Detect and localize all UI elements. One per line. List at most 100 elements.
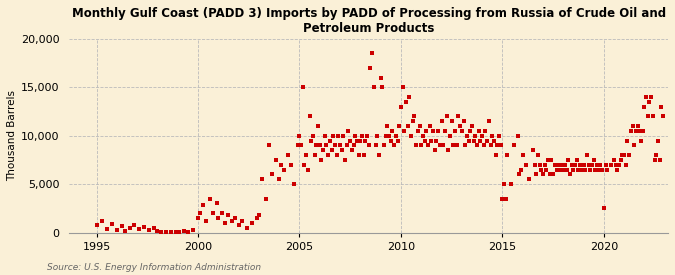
Point (340, 158, 350, 162)
Point (398, 85, 408, 89)
Point (600, 163, 611, 167)
Point (428, 129, 439, 133)
Point (383, 133, 394, 138)
Point (450, 129, 460, 133)
Point (544, 172, 555, 177)
Point (120, 229, 131, 233)
Point (644, 100, 655, 104)
Point (506, 182, 516, 186)
Point (566, 163, 577, 167)
Point (416, 143, 427, 148)
Point (117, 224, 128, 228)
Point (590, 167, 601, 172)
Point (446, 119, 457, 123)
Point (208, 211, 219, 215)
Point (328, 133, 339, 138)
Point (435, 143, 446, 148)
Point (188, 227, 198, 232)
Y-axis label: Thousand Barrels: Thousand Barrels (7, 90, 17, 181)
Point (636, 138, 647, 143)
Point (473, 129, 484, 133)
Point (429, 148, 440, 152)
Point (333, 133, 344, 138)
Point (390, 133, 401, 138)
Point (497, 196, 508, 201)
Point (641, 95, 651, 99)
Point (462, 133, 472, 138)
Point (414, 124, 425, 128)
Point (211, 201, 222, 206)
Point (256, 177, 267, 182)
Point (399, 129, 410, 133)
Point (219, 221, 230, 225)
Point (373, 153, 384, 157)
Point (299, 163, 310, 167)
Point (472, 143, 483, 148)
Point (138, 224, 149, 229)
Point (479, 143, 489, 148)
Point (482, 138, 493, 143)
Point (561, 167, 572, 172)
Point (468, 138, 479, 143)
Point (286, 163, 296, 167)
Point (622, 138, 633, 143)
Point (527, 148, 538, 152)
Point (346, 148, 357, 152)
Point (392, 138, 403, 143)
Point (315, 143, 325, 148)
Point (387, 129, 398, 133)
Point (230, 216, 240, 220)
Point (309, 153, 320, 157)
Point (275, 163, 286, 167)
Point (201, 219, 212, 223)
Point (316, 158, 327, 162)
Point (423, 143, 433, 148)
Point (534, 163, 545, 167)
Point (489, 138, 500, 143)
Point (581, 153, 592, 157)
Point (443, 148, 454, 152)
Point (301, 153, 312, 157)
Point (634, 129, 645, 133)
Point (161, 230, 171, 234)
Point (555, 167, 566, 172)
Point (377, 85, 388, 89)
Point (564, 172, 575, 177)
Point (223, 213, 234, 217)
Point (192, 216, 203, 220)
Point (91, 222, 102, 227)
Point (563, 158, 574, 162)
Point (441, 114, 452, 119)
Point (485, 143, 496, 148)
Point (549, 163, 560, 167)
Point (380, 133, 391, 138)
Point (419, 138, 430, 143)
Point (475, 138, 486, 143)
Point (657, 114, 668, 119)
Point (412, 129, 423, 133)
Point (539, 163, 550, 167)
Point (213, 216, 223, 220)
Point (531, 172, 541, 177)
Point (493, 133, 504, 138)
Point (329, 143, 340, 148)
Point (271, 158, 281, 162)
Point (292, 143, 303, 148)
Point (456, 129, 467, 133)
Point (406, 133, 416, 138)
Point (279, 167, 290, 172)
Point (362, 133, 373, 138)
Point (609, 158, 620, 162)
Point (480, 129, 491, 133)
Point (338, 133, 349, 138)
Point (306, 138, 317, 143)
Point (614, 163, 624, 167)
Point (656, 104, 667, 109)
Point (101, 226, 112, 231)
Point (541, 167, 551, 172)
Point (431, 138, 442, 143)
Point (572, 158, 583, 162)
Point (289, 182, 300, 186)
Point (321, 143, 332, 148)
Point (367, 51, 377, 56)
